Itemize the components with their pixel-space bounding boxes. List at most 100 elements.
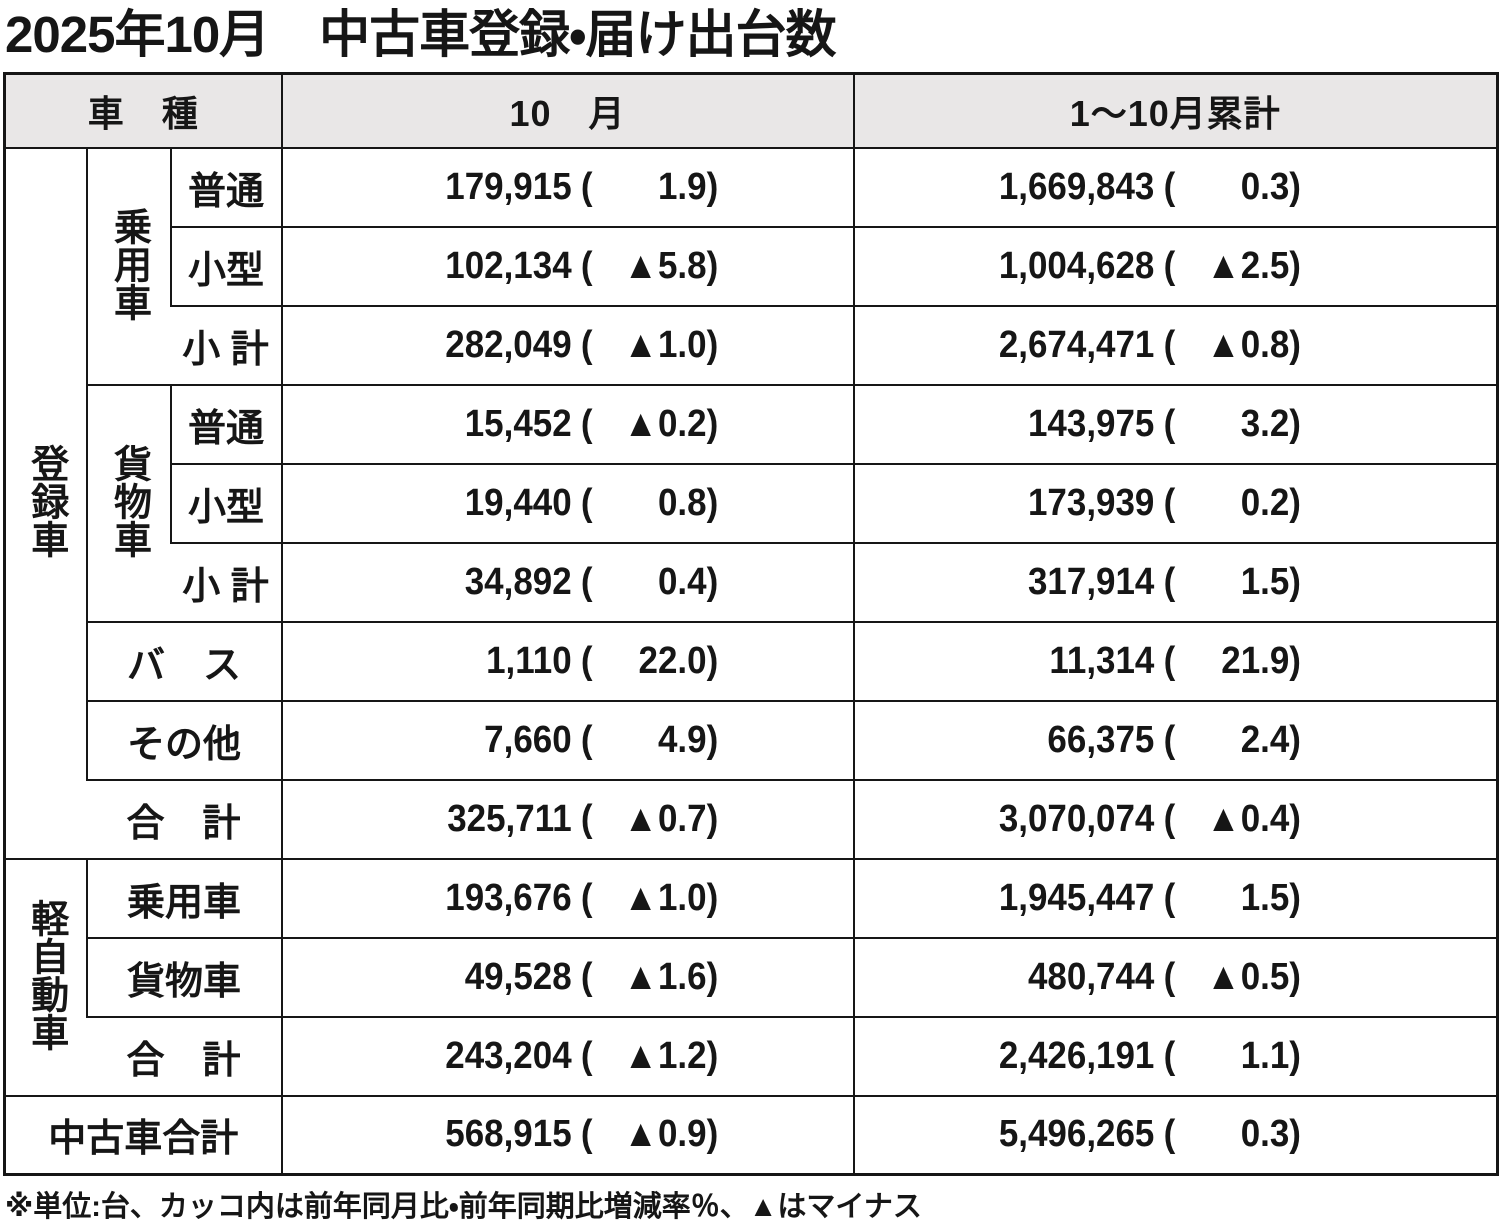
oct-units: 49,528	[464, 955, 572, 998]
table-row: バ ス 1,110(22.0) 11,314(21.9)	[5, 620, 1499, 702]
paren-close: )	[1288, 797, 1301, 840]
cum-units: 2,426,191	[998, 1034, 1154, 1077]
paren-open: (	[1163, 481, 1175, 524]
cum-yoy: 1.5	[1240, 560, 1289, 603]
paren-close: )	[1288, 876, 1301, 919]
paren-close: )	[706, 1113, 719, 1156]
paren-close: )	[706, 323, 719, 366]
paren-open: (	[1163, 1034, 1175, 1077]
paren-open: (	[1163, 165, 1175, 208]
table-row: 合 計 243,204(▲1.2) 2,426,191(1.1)	[5, 1015, 1499, 1097]
row-label: 乗用車	[85, 857, 283, 939]
oct-value-cell: 1,110(22.0)	[280, 620, 855, 702]
header-vehicle-type: 車 種	[3, 72, 283, 149]
oct-value-cell: 19,440(0.8)	[280, 462, 855, 544]
paren-close: )	[1288, 718, 1301, 761]
oct-units: 193,676	[445, 876, 572, 919]
paren-open: (	[580, 797, 593, 840]
paren-close: )	[1288, 1034, 1301, 1077]
row-label: 貨物車	[85, 936, 283, 1018]
cum-value-cell: 317,914(1.5)	[852, 541, 1499, 623]
oct-value-cell: 325,711(▲0.7)	[280, 778, 855, 860]
subgroup-label-passenger: 乗用車	[85, 146, 171, 386]
footnote: ※単位:台、カッコ内は前年同月比・前年同期比増減率％、▲はマイナス	[5, 1191, 922, 1224]
paren-close: )	[1288, 402, 1301, 445]
oct-yoy: ▲5.8	[623, 244, 707, 287]
cum-yoy: 3.2	[1240, 402, 1289, 445]
cum-units: 5,496,265	[998, 1113, 1154, 1156]
oct-yoy: ▲0.7	[623, 797, 707, 840]
table-row: 軽自動車 乗用車 193,676(▲1.0) 1,945,447(1.5)	[3, 857, 1499, 1097]
oct-units: 15,452	[464, 402, 572, 445]
group-label-registered-text: 登録車	[24, 443, 67, 558]
paren-close: )	[1288, 639, 1301, 682]
row-label: 小型	[169, 462, 283, 544]
page-title: 2025年10月 中古車登録・届け出台数	[5, 6, 837, 63]
paren-close: )	[706, 639, 719, 682]
paren-open: (	[1163, 244, 1175, 287]
cum-value-cell: 2,426,191(1.1)	[852, 1015, 1499, 1097]
paren-open: (	[580, 481, 593, 524]
paren-close: )	[706, 955, 719, 998]
cum-value-cell: 173,939(0.2)	[852, 462, 1499, 544]
group-label-registered: 登録車	[3, 146, 87, 860]
paren-close: )	[1288, 244, 1301, 287]
cum-units: 143,975	[1027, 402, 1154, 445]
oct-yoy: ▲1.0	[623, 323, 707, 366]
paren-open: (	[1163, 718, 1175, 761]
oct-value-cell: 193,676(▲1.0)	[280, 857, 855, 939]
paren-open: (	[1163, 560, 1175, 603]
paren-close: )	[1288, 955, 1301, 998]
row-label: 小 計	[170, 304, 283, 386]
table-row: 貨物車 49,528(▲1.6) 480,744(▲0.5)	[5, 936, 1499, 1018]
oct-yoy: ▲0.9	[623, 1113, 707, 1156]
paren-open: (	[580, 639, 593, 682]
row-label: 普通	[169, 383, 283, 465]
paren-open: (	[1163, 876, 1175, 919]
paren-open: (	[580, 1034, 593, 1077]
oct-units: 1,110	[485, 639, 572, 682]
row-label: 小型	[169, 225, 283, 307]
cum-yoy: 0.3	[1240, 1113, 1289, 1156]
paren-close: )	[706, 244, 719, 287]
paren-open: (	[1163, 402, 1175, 445]
group-label-kei: 軽自動車	[3, 857, 87, 1097]
subgroup-label-cargo-text: 貨物車	[107, 443, 150, 558]
header-october: 10 月	[280, 72, 855, 149]
oct-units: 7,660	[484, 718, 572, 761]
row-label: 中古車合計	[3, 1094, 283, 1176]
oct-value-cell: 102,134(▲5.8)	[280, 225, 855, 307]
cum-yoy: 1.1	[1240, 1034, 1289, 1077]
cum-yoy: ▲2.5	[1205, 244, 1289, 287]
paren-close: )	[706, 876, 719, 919]
paren-close: )	[706, 1034, 719, 1077]
cum-units: 1,669,843	[998, 165, 1154, 208]
table-row: その他 7,660(4.9) 66,375(2.4)	[5, 699, 1499, 781]
oct-yoy: ▲0.2	[623, 402, 707, 445]
oct-yoy: ▲1.2	[623, 1034, 707, 1077]
oct-yoy: ▲1.6	[623, 955, 707, 998]
cum-yoy: 2.4	[1240, 718, 1289, 761]
table-row: 合 計 325,711(▲0.7) 3,070,074(▲0.4)	[5, 778, 1499, 860]
cum-units: 2,674,471	[998, 323, 1154, 366]
row-label: 小 計	[170, 541, 283, 623]
oct-units: 34,892	[464, 560, 572, 603]
cum-units: 11,314	[1048, 639, 1154, 682]
cum-units: 1,004,628	[998, 244, 1154, 287]
table-row: 中古車合計 568,915(▲0.9) 5,496,265(0.3)	[3, 1094, 1499, 1176]
oct-value-cell: 49,528(▲1.6)	[280, 936, 855, 1018]
oct-yoy: 22.0	[638, 639, 707, 682]
oct-yoy: ▲1.0	[623, 876, 707, 919]
cum-yoy: ▲0.8	[1205, 323, 1289, 366]
cum-value-cell: 11,314(21.9)	[852, 620, 1499, 702]
oct-units: 179,915	[445, 165, 572, 208]
oct-value-cell: 34,892(0.4)	[280, 541, 855, 623]
paren-open: (	[580, 402, 593, 445]
paren-open: (	[1163, 639, 1175, 682]
cum-yoy: ▲0.5	[1205, 955, 1289, 998]
table-row: 貨物車 普通 15,452(▲0.2) 143,975(3.2)	[5, 383, 1499, 623]
cum-value-cell: 143,975(3.2)	[852, 383, 1499, 465]
paren-close: )	[1288, 323, 1301, 366]
table-row: 小型 19,440(0.8) 173,939(0.2)	[5, 462, 1499, 544]
cum-units: 173,939	[1027, 481, 1154, 524]
